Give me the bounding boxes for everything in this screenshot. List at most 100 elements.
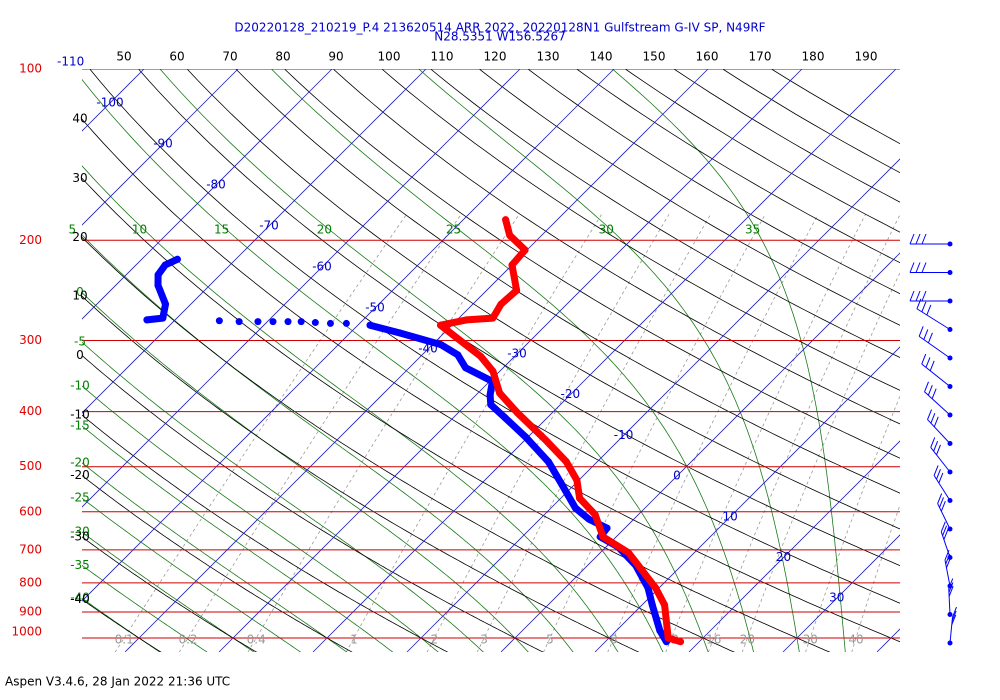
mixing-ratio-label: 8: [610, 633, 618, 647]
dry-adiabat-label: 80: [275, 50, 290, 64]
dry-adiabat-label: 70: [222, 50, 237, 64]
barb-staff: [937, 503, 951, 530]
dewpoint-point: [159, 314, 167, 322]
moist-adiabat-label: -10: [70, 379, 90, 393]
dewpoint-point: [454, 351, 462, 359]
dewpoint-point: [161, 300, 169, 308]
temperature-point: [508, 261, 516, 269]
moist-adiabat-label: 15: [214, 223, 229, 237]
temperature-point: [599, 533, 607, 541]
barb-staff: [921, 363, 951, 387]
temperature-point: [506, 231, 514, 239]
barb-feather: [951, 614, 957, 626]
mixing-ratio-label: 1: [350, 633, 358, 647]
moist-adiabat-label: -40: [70, 591, 90, 605]
pressure-label: 600: [19, 504, 42, 518]
dry-adiabat-label: 40: [72, 112, 87, 126]
dewpoint-point: [521, 433, 529, 441]
temperature-point: [521, 246, 529, 254]
isotherm: [312, 69, 897, 652]
moist-adiabat-label: 20: [317, 223, 332, 237]
moist-adiabat-label: 35: [745, 223, 760, 237]
dry-adiabat-label: 180: [802, 50, 825, 64]
barb-feather: [930, 437, 936, 448]
temperature-point: [573, 476, 581, 484]
moist-adiabat-label: 0: [76, 285, 84, 299]
barb-feather: [937, 493, 943, 504]
mixing-ratio-label: 0.2: [178, 633, 197, 647]
mixing-ratio-line: [741, 271, 900, 652]
dry-adiabat-label: 20: [72, 230, 87, 244]
temperature-line: [437, 216, 684, 646]
barb-feather: [915, 262, 921, 273]
dry-adiabat-label: -20: [70, 468, 90, 482]
dry-adiabat: [89, 69, 900, 604]
barb-feather: [931, 388, 937, 399]
mixing-ratio-label: 5: [546, 633, 554, 647]
moist-adiabat-label: 25: [446, 223, 461, 237]
barb-feather: [940, 501, 946, 512]
dry-adiabat: [235, 69, 900, 494]
dry-adiabat-label: 190: [855, 50, 878, 64]
moist-adiabat-label: 10: [132, 223, 147, 237]
mixing-ratio-line: [543, 214, 766, 652]
dewpoint-point: [603, 524, 611, 532]
pressure-label: 400: [19, 404, 42, 418]
pressure-label: 100: [19, 62, 42, 76]
isotherm: [82, 69, 427, 414]
dry-adiabat-label: 90: [328, 50, 343, 64]
dewpoint-point: [501, 414, 509, 422]
temperature-point: [502, 216, 510, 224]
dry-adiabat-label: 0: [76, 348, 84, 362]
isotherm-label: 10: [723, 509, 738, 523]
dry-adiabat-label: 170: [749, 50, 772, 64]
isotherm-label: -50: [365, 301, 385, 315]
isotherm-label: -100: [96, 96, 123, 110]
barb-staff: [927, 419, 951, 444]
temperature-point: [562, 458, 570, 466]
temperature-point: [651, 584, 659, 592]
isotherm-label: -30: [507, 347, 527, 361]
isotherm: [82, 69, 333, 320]
pressure-label: 200: [19, 233, 42, 247]
isotherm: [594, 346, 900, 652]
barb-feather: [948, 586, 954, 597]
mixing-ratio-line: [114, 214, 407, 652]
isotherm: [82, 69, 521, 508]
mixing-ratio-label: 3: [480, 633, 488, 647]
footer: Aspen V3.4.6, 28 Jan 2022 21:36 UTC: [5, 675, 230, 689]
isotherm-label: -110: [57, 55, 84, 69]
barb-feather: [952, 606, 957, 618]
dry-adiabat-label: 110: [431, 50, 454, 64]
isotherm: [500, 252, 900, 652]
dewpoint-point: [558, 481, 566, 489]
mixing-ratio-label: 20: [740, 633, 755, 647]
dewpoint-point: [486, 391, 494, 399]
dewpoint-point: [437, 341, 445, 349]
dewpoint-point: [571, 504, 579, 512]
wind-barbs: [909, 233, 957, 646]
pressure-label: 1000: [11, 625, 42, 639]
dewpoint-point: [656, 626, 664, 634]
mixing-ratio-label: 0.1: [115, 633, 134, 647]
barb-staff: [933, 475, 951, 501]
mixing-ratio-line: [178, 214, 462, 652]
mixing-ratio-line: [607, 214, 819, 652]
dry-adiabat: [381, 69, 900, 391]
moist-adiabat-label: -25: [70, 491, 90, 505]
barb-feather: [933, 416, 939, 427]
isotherm-label: -60: [312, 260, 332, 274]
barb-staff: [940, 531, 951, 558]
barb-feather: [948, 578, 954, 589]
isotherm-label: -80: [206, 178, 226, 192]
barb-staff: [916, 308, 951, 330]
barb-feather: [943, 529, 949, 540]
barb-staff: [944, 559, 951, 587]
pressure-label: 700: [19, 542, 42, 556]
barb-feather: [921, 290, 927, 302]
barb-feather: [933, 465, 939, 476]
barb-feather: [925, 357, 931, 368]
barb-feather: [923, 329, 929, 340]
dry-adiabat-label: 160: [696, 50, 719, 64]
barb-feather: [909, 290, 915, 302]
